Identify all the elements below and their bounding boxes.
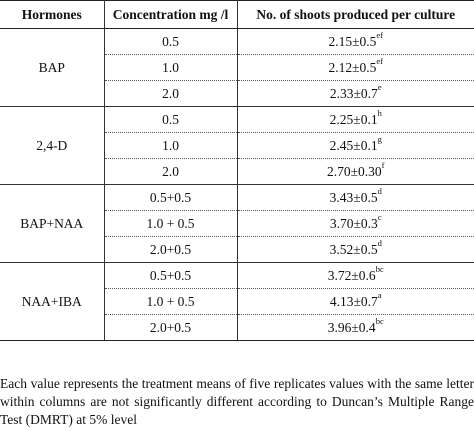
shoots-cell: 2.70±0.30f [237, 158, 474, 185]
table-row: 2.0 2.70±0.30f [0, 158, 474, 185]
header-concentration: Concentration mg /l [104, 0, 238, 29]
shoots-cell: 3.72±0.6bc [237, 262, 474, 289]
significance-letters: d [377, 186, 382, 196]
header-hormones: Hormones [0, 0, 105, 29]
header-row: Hormones Concentration mg /l No. of shoo… [0, 0, 474, 29]
significance-letters: ef [376, 56, 384, 66]
shoots-value-group: 3.72±0.6bc [327, 265, 384, 283]
table-row: 2.0+0.5 3.96±0.4bc [0, 314, 474, 341]
shoot-results-table: Hormones Concentration mg /l No. of shoo… [0, 0, 474, 341]
mean-sd-value: 2.33±0.7 [329, 85, 378, 101]
mean-sd-value: 2.25±0.1 [329, 111, 378, 127]
significance-letters: e [377, 82, 382, 92]
shoots-value-group: 2.25±0.1h [329, 109, 382, 127]
mean-sd-value: 3.43±0.5 [329, 189, 378, 205]
shoots-cell: 2.33±0.7e [237, 80, 474, 107]
table-row: BAP+NAA 0.5+0.5 3.43±0.5d [0, 184, 474, 263]
concentration-cell: 1.0 [104, 132, 238, 159]
concentration-cell: 2.0+0.5 [104, 314, 238, 341]
shoots-value-group: 3.52±0.5d [329, 239, 382, 257]
mean-sd-value: 3.96±0.4 [327, 319, 376, 335]
concentration-cell: 0.5 [104, 28, 238, 55]
shoots-value-group: 3.70±0.3c [329, 213, 382, 231]
table-row: 2.0 2.33±0.7e [0, 80, 474, 107]
shoots-value-group: 2.15±0.5ef [328, 31, 383, 49]
shoots-cell: 2.45±0.1g [237, 132, 474, 159]
table-row: BAP 0.5 2.15±0.5ef [0, 28, 474, 107]
concentration-cell: 1.0 [104, 54, 238, 81]
footnote: Each value represents the treatment mean… [0, 376, 474, 427]
shoots-cell: 3.70±0.3c [237, 210, 474, 237]
table-row: 1.0 + 0.5 4.13±0.7a [0, 288, 474, 315]
shoots-cell: 2.12±0.5ef [237, 54, 474, 81]
hormone-cell: BAP [0, 28, 105, 107]
significance-letters: ef [376, 30, 384, 40]
shoots-value-group: 2.12±0.5ef [328, 57, 383, 75]
concentration-cell: 0.5 [104, 106, 238, 133]
hormone-cell: BAP+NAA [0, 184, 105, 263]
hormone-cell: 2,4-D [0, 106, 105, 185]
table-row: 1.0 2.12±0.5ef [0, 54, 474, 81]
significance-letters: h [377, 108, 382, 118]
mean-sd-value: 2.70±0.30 [326, 163, 382, 179]
concentration-cell: 2.0 [104, 158, 238, 185]
concentration-cell: 1.0 + 0.5 [104, 210, 238, 237]
header-shoots: No. of shoots produced per culture [237, 0, 474, 29]
mean-sd-value: 3.72±0.6 [327, 267, 376, 283]
table-row: 1.0 + 0.5 3.70±0.3c [0, 210, 474, 237]
concentration-cell: 2.0+0.5 [104, 236, 238, 263]
significance-letters: bc [375, 264, 384, 274]
concentration-cell: 0.5+0.5 [104, 184, 238, 211]
shoots-value-group: 2.70±0.30f [326, 161, 385, 179]
concentration-cell: 2.0 [104, 80, 238, 107]
shoots-cell: 3.52±0.5d [237, 236, 474, 263]
significance-letters: a [377, 290, 382, 300]
table-body: BAP 0.5 2.15±0.5ef 1.0 2.12±0.5ef 2.0 2.33±0.7… [0, 28, 474, 341]
significance-letters: g [377, 134, 382, 144]
mean-sd-value: 4.13±0.7 [329, 293, 378, 309]
table-row: 2.0+0.5 3.52±0.5d [0, 236, 474, 263]
significance-letters: c [377, 212, 382, 222]
mean-sd-value: 2.45±0.1 [329, 137, 378, 153]
shoots-value-group: 2.45±0.1g [329, 135, 382, 153]
shoots-cell: 3.96±0.4bc [237, 314, 474, 341]
shoots-value-group: 4.13±0.7a [329, 291, 382, 309]
mean-sd-value: 2.15±0.5 [328, 33, 377, 49]
concentration-cell: 1.0 + 0.5 [104, 288, 238, 315]
mean-sd-value: 3.52±0.5 [329, 241, 378, 257]
significance-letters: f [381, 160, 385, 170]
shoots-cell: 4.13±0.7a [237, 288, 474, 315]
mean-sd-value: 2.12±0.5 [328, 59, 377, 75]
shoots-value-group: 2.33±0.7e [329, 83, 382, 101]
shoots-cell: 2.15±0.5ef [237, 28, 474, 55]
significance-letters: bc [375, 316, 384, 326]
concentration-cell: 0.5+0.5 [104, 262, 238, 289]
shoots-cell: 2.25±0.1h [237, 106, 474, 133]
table-row: 2,4-D 0.5 2.25±0.1h [0, 106, 474, 185]
significance-letters: d [377, 238, 382, 248]
table-row: 1.0 2.45±0.1g [0, 132, 474, 159]
shoots-value-group: 3.96±0.4bc [327, 317, 384, 335]
table-row: NAA+IBA 0.5+0.5 3.72±0.6bc [0, 262, 474, 341]
hormone-cell: NAA+IBA [0, 262, 105, 341]
mean-sd-value: 3.70±0.3 [329, 215, 378, 231]
shoots-cell: 3.43±0.5d [237, 184, 474, 211]
shoots-value-group: 3.43±0.5d [329, 187, 382, 205]
